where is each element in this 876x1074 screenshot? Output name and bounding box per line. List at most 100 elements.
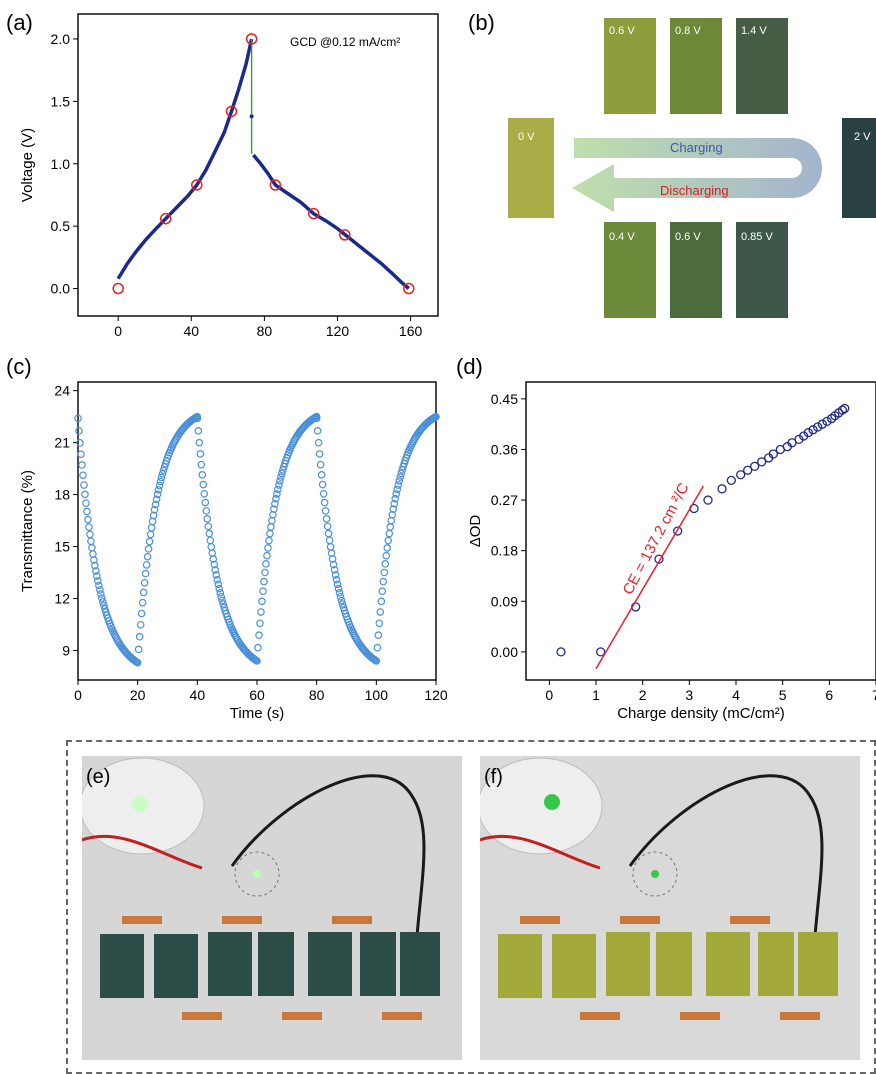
trans-point [387, 516, 396, 525]
trans-point [325, 536, 334, 545]
trans-point [394, 481, 403, 489]
trans-point [91, 561, 99, 570]
trans-point [211, 566, 220, 574]
vial-bottom-1-label: 0.4 V [609, 231, 635, 243]
trans-point [209, 555, 218, 563]
od-y-axis-title: ΔOD [467, 515, 484, 548]
trans-point [266, 529, 274, 538]
trans-point [277, 473, 285, 481]
trans-point [273, 490, 281, 498]
trans-point [200, 489, 209, 498]
trans-point [271, 499, 279, 508]
od-point [757, 457, 767, 467]
trans-point [383, 544, 392, 552]
od-fit-line [595, 485, 704, 670]
trans-ytick-label: 18 [54, 487, 70, 503]
trans-point [216, 589, 225, 597]
trans-point [214, 580, 223, 589]
od-point [803, 427, 813, 438]
trans-point [388, 510, 397, 519]
photo-frame [66, 740, 876, 1074]
trans-point [134, 645, 143, 654]
trans-point [82, 499, 90, 507]
panel-label-d: (d) [456, 354, 483, 379]
trans-point [219, 600, 227, 608]
od-point [556, 647, 566, 657]
trans-point [138, 598, 147, 607]
od-point [808, 425, 818, 435]
trans-point [193, 414, 202, 423]
trans-point [391, 494, 400, 503]
charging-label: Charging [670, 140, 723, 155]
trans-point [202, 507, 211, 515]
trans-point [218, 596, 226, 605]
trans-point [279, 466, 287, 474]
od-ytick-label: 0.09 [491, 593, 518, 609]
cycle-arrow [572, 138, 822, 212]
delta-od-chart: 0 1 2 3 4 5 6 7 0.00 0.09 0.18 0.27 0.36 0.45 Charge d… [467, 381, 876, 722]
trans-point [255, 631, 263, 639]
trans-point [373, 643, 382, 652]
trans-point [384, 536, 393, 545]
trans-point [379, 577, 388, 586]
trans-point [196, 450, 205, 458]
trans-point [375, 619, 384, 628]
trans-point [377, 597, 386, 606]
od-point [596, 647, 606, 657]
od-xtick-label: 1 [592, 687, 600, 703]
device-photo-f [480, 756, 860, 1060]
od-point [703, 495, 713, 505]
trans-point [328, 555, 337, 563]
trans-point [86, 530, 94, 539]
trans-y-axis-title: Transmittance (%) [19, 470, 36, 592]
gcd-mid-point [249, 114, 254, 119]
panel-label-b: (b) [468, 10, 495, 35]
od-xtick-label: 7 [872, 687, 876, 703]
trans-point [393, 485, 402, 494]
trans-point [319, 489, 328, 498]
vial-bottom-1 [604, 222, 656, 318]
od-ytick-label: 0.36 [491, 441, 518, 457]
trans-point [372, 657, 381, 665]
trans-point [326, 543, 335, 551]
vial-photo-panel: 0.6 V 0.8 V 1.4 V 0 V 2 V Charging Disch… [508, 18, 876, 318]
trans-point [395, 477, 404, 485]
od-xtick-label: 3 [685, 687, 693, 703]
trans-point [153, 490, 162, 499]
trans-point [142, 561, 151, 569]
trans-point [205, 529, 214, 538]
trans-point [336, 592, 345, 601]
trans-point [386, 523, 395, 531]
trans-point [133, 658, 142, 667]
discharging-label: Discharging [660, 183, 729, 198]
vial-top-2-label: 0.8 V [675, 25, 701, 37]
gcd-y-axis-title: Voltage (V) [19, 128, 36, 202]
panel-label-f: (f) [484, 766, 503, 788]
trans-point [259, 587, 267, 595]
trans-xtick-label: 20 [130, 687, 146, 703]
trans-point [95, 581, 103, 590]
trans-point [329, 560, 338, 569]
gcd-series-line [116, 38, 254, 280]
gcd-ytick-label: 0.0 [51, 281, 71, 297]
vial-top-3 [736, 18, 788, 114]
vial-right [842, 118, 876, 218]
gcd-marker [191, 179, 203, 191]
trans-point [148, 517, 157, 526]
trans-point [338, 600, 347, 608]
trans-point [159, 466, 168, 475]
trans-point [98, 594, 106, 602]
trans-point [151, 500, 160, 509]
trans-ytick-label: 15 [54, 539, 70, 555]
trans-point [212, 571, 221, 579]
trans-point [397, 469, 405, 478]
trans-point [316, 460, 325, 469]
trans-point [199, 480, 208, 489]
trans-point [389, 505, 398, 513]
trans-point [146, 530, 155, 539]
trans-point [204, 522, 213, 531]
gcd-marker [112, 282, 124, 295]
trans-point [312, 414, 321, 423]
vial-bottom-3 [736, 222, 788, 318]
